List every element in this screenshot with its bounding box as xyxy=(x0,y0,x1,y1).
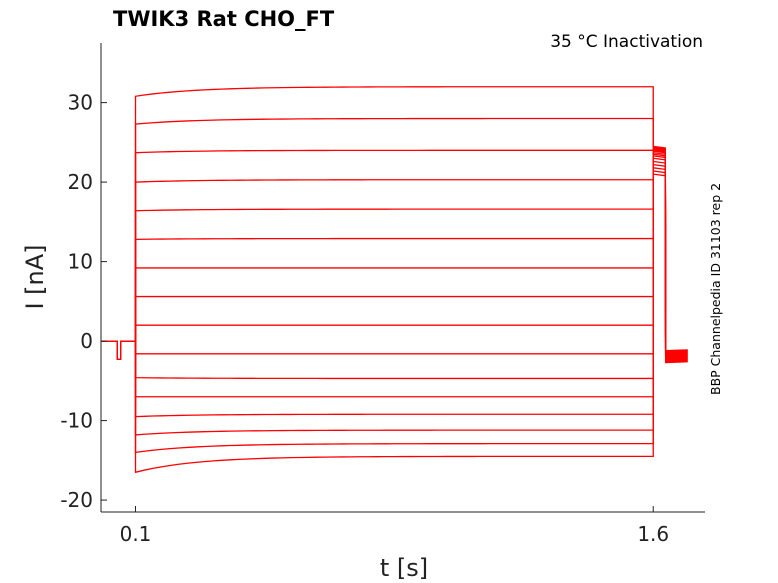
y-tick-label: 30 xyxy=(68,91,93,115)
current-trace-9 xyxy=(101,151,688,361)
y-tick-label: 10 xyxy=(68,250,93,274)
y-tick-label: -20 xyxy=(60,488,93,512)
y-tick-label: 20 xyxy=(68,170,93,194)
x-axis-label: t [s] xyxy=(380,554,428,582)
plot-traces xyxy=(101,86,688,474)
current-trace-6 xyxy=(101,157,688,380)
chart-subtitle: 35 °C Inactivation xyxy=(550,32,703,52)
current-trace-5 xyxy=(101,160,688,398)
current-trace-3 xyxy=(101,167,688,436)
current-trace-4 xyxy=(101,163,688,418)
x-tick-label: 1.6 xyxy=(637,522,669,546)
chart-title: TWIK3 Rat CHO_FT xyxy=(113,7,335,31)
current-trace-15 xyxy=(101,117,688,361)
y-axis-ticks: -20 -10 0 10 20 30 xyxy=(60,91,107,512)
y-tick-label: -10 xyxy=(60,409,93,433)
current-trace-1 xyxy=(101,173,688,474)
current-trace-16 xyxy=(101,86,688,361)
current-trace-2 xyxy=(101,170,688,454)
current-trace-11 xyxy=(101,149,688,361)
current-trace-12 xyxy=(101,148,688,361)
y-tick-label: 0 xyxy=(80,329,93,353)
source-note: BBP Channelpedia ID 31103 rep 2 xyxy=(708,183,723,395)
current-trace-7 xyxy=(101,155,688,361)
current-trace-10 xyxy=(101,150,688,361)
y-axis-label: I [nA] xyxy=(21,244,49,309)
x-tick-label: 0.1 xyxy=(120,522,152,546)
x-axis-ticks: 0.1 1.6 xyxy=(120,506,669,546)
current-trace-13 xyxy=(101,147,688,361)
current-trace-8 xyxy=(101,153,688,361)
current-trace-14 xyxy=(101,147,688,361)
